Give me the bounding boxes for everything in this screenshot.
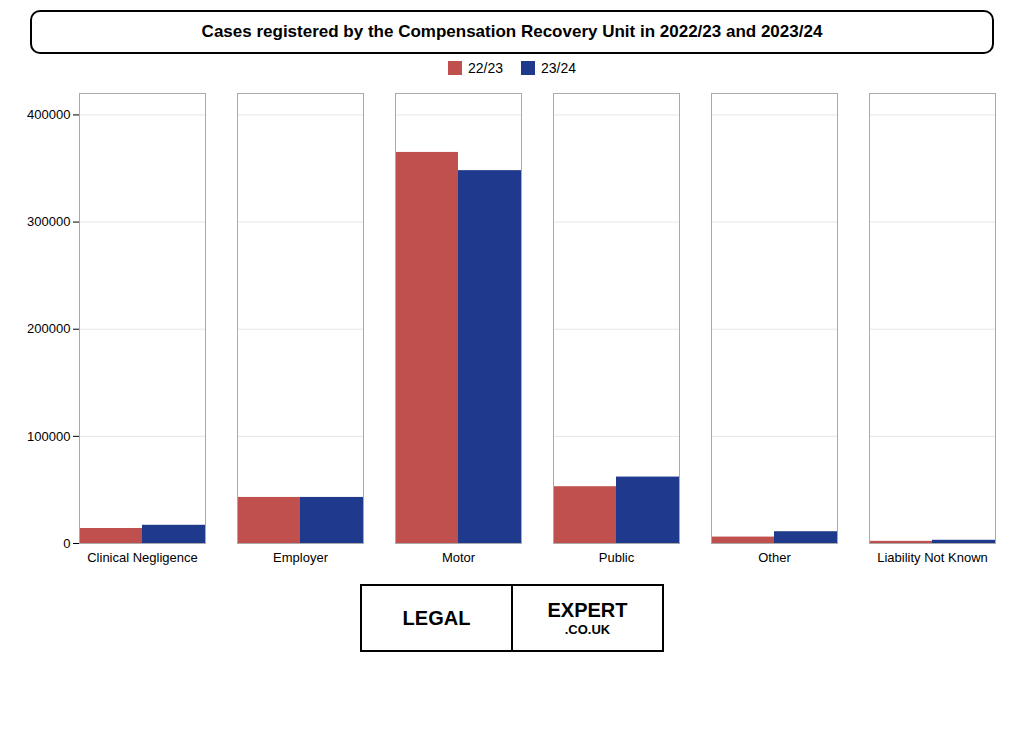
svg-text:400000: 400000 bbox=[27, 107, 70, 122]
svg-text:0: 0 bbox=[63, 536, 70, 551]
svg-text:100000: 100000 bbox=[27, 429, 70, 444]
svg-text:Public: Public bbox=[599, 550, 635, 565]
html-text:Cases registered by the Compen: Cases registered by the Compensation Rec… bbox=[201, 22, 823, 41]
svg-text:Clinical Negligence: Clinical Negligence bbox=[87, 550, 198, 565]
html-text:EXPERT: EXPERT bbox=[547, 599, 628, 621]
html-text:.CO.UK: .CO.UK bbox=[564, 622, 611, 637]
html-text:22/23: 22/23 bbox=[468, 60, 503, 76]
html-text:23/24: 23/24 bbox=[541, 60, 576, 76]
svg-text:Employer: Employer bbox=[273, 550, 329, 565]
svg-text:Liability Not Known: Liability Not Known bbox=[877, 550, 988, 565]
svg-text:200000: 200000 bbox=[27, 321, 70, 336]
html-text:LEGAL: LEGAL bbox=[402, 606, 471, 629]
svg-text:300000: 300000 bbox=[27, 214, 70, 229]
svg-text:Motor: Motor bbox=[442, 550, 476, 565]
svg-text:Other: Other bbox=[758, 550, 791, 565]
